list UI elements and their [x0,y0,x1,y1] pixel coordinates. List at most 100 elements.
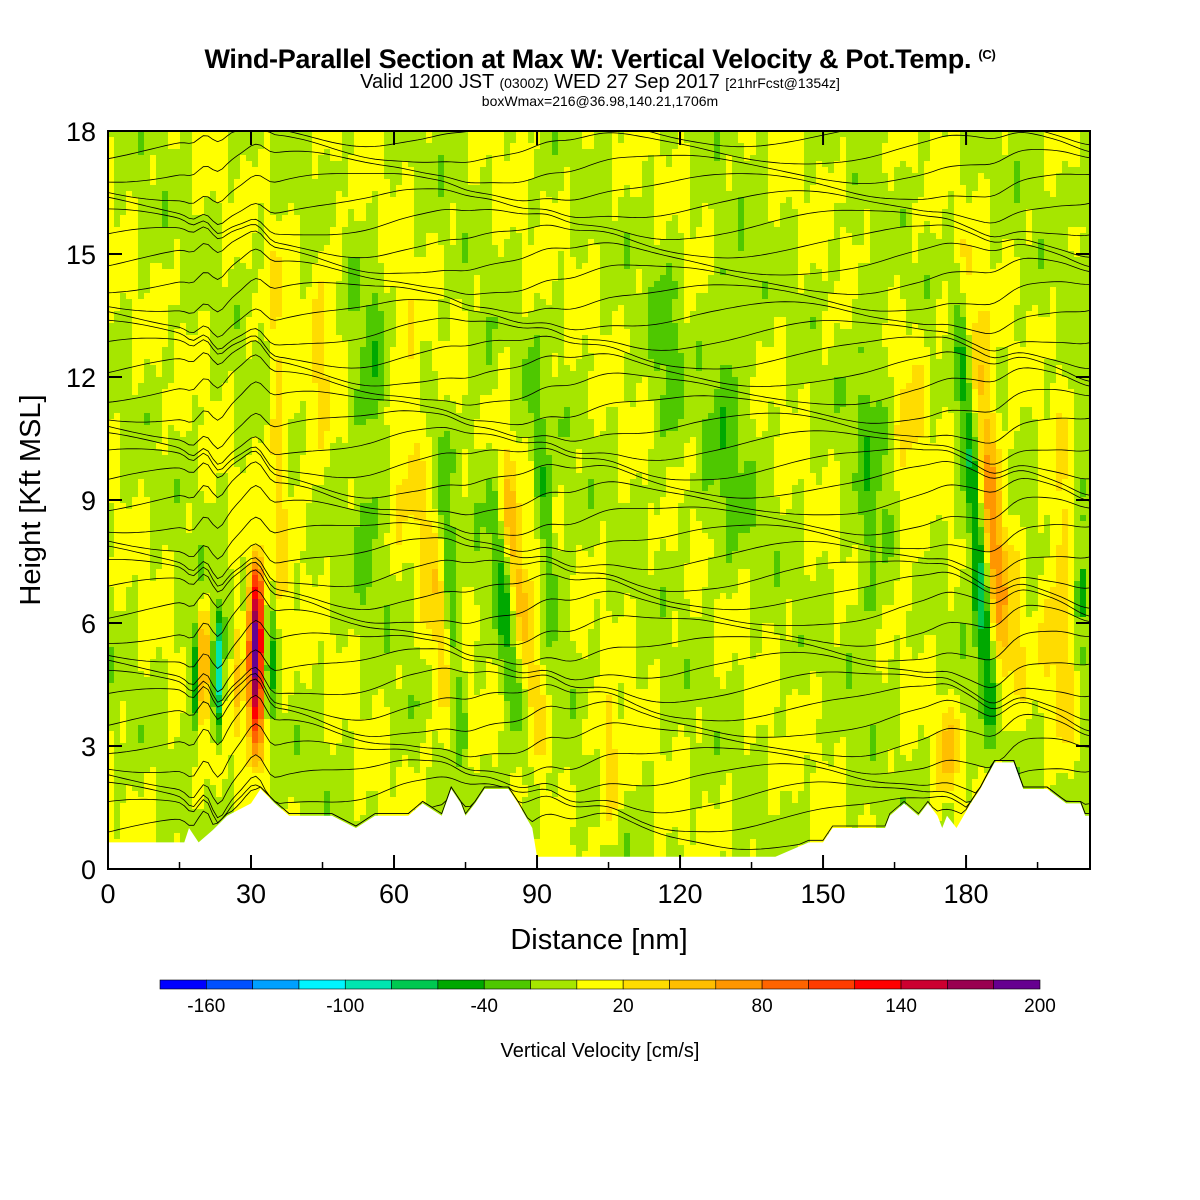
velocity-cell [336,221,348,227]
velocity-cell [1002,611,1008,617]
velocity-cell [270,347,312,353]
velocity-cell [612,149,660,155]
velocity-cell [288,521,306,527]
velocity-cell [996,623,1008,629]
velocity-cell [714,665,732,671]
velocity-cell [1020,551,1026,557]
velocity-cell [900,647,912,653]
velocity-cell [936,305,948,311]
velocity-cell [1080,575,1086,581]
velocity-cell [720,419,726,425]
velocity-cell [678,221,690,227]
velocity-cell [132,503,150,509]
velocity-cell [966,299,1020,305]
velocity-cell [534,413,540,419]
velocity-cell [198,611,210,617]
velocity-cell [432,569,438,575]
velocity-cell [246,701,252,707]
velocity-cell [768,809,780,815]
velocity-cell [612,701,618,707]
velocity-cell [888,305,906,311]
velocity-cell [228,527,276,533]
velocity-cell [936,353,942,359]
velocity-cell [318,395,330,401]
velocity-cell [438,179,444,185]
velocity-cell [744,461,756,467]
velocity-cell [1032,413,1044,419]
velocity-cell [402,527,420,533]
velocity-cell [150,767,156,773]
velocity-cell [462,617,480,623]
velocity-cell [1002,557,1008,563]
velocity-cell [960,461,966,467]
velocity-cell [942,515,954,521]
velocity-cell [198,701,210,707]
velocity-cell [996,599,1008,605]
velocity-cell [522,683,528,689]
velocity-cell [174,485,180,491]
velocity-cell [780,431,810,437]
velocity-cell [498,509,504,515]
velocity-cell [900,401,924,407]
velocity-cell [162,215,168,221]
velocity-cell [1008,623,1020,629]
velocity-cell [654,851,666,857]
velocity-cell [954,371,960,377]
velocity-cell [312,173,318,179]
velocity-cell [714,749,720,755]
velocity-cell [276,563,288,569]
velocity-cell [192,791,204,797]
velocity-cell [108,227,138,233]
velocity-cell [534,425,546,431]
velocity-cell [912,323,918,329]
velocity-cell [288,563,294,569]
velocity-cell [768,779,804,785]
velocity-cell [318,437,324,443]
velocity-cell [372,371,378,377]
velocity-cell [198,431,234,437]
velocity-cell [360,593,366,599]
velocity-cell [198,551,204,557]
velocity-cell [108,785,114,791]
velocity-cell [414,629,432,635]
velocity-cell [198,317,210,323]
velocity-cell [396,665,402,671]
velocity-cell [378,233,414,239]
velocity-cell [522,275,558,281]
velocity-cell [912,239,918,245]
velocity-cell [966,305,1014,311]
velocity-cell [1002,479,1008,485]
velocity-cell [696,713,702,719]
velocity-cell [528,569,540,575]
velocity-cell [258,653,264,659]
velocity-cell [552,521,564,527]
velocity-cell [1038,527,1044,533]
velocity-cell [414,449,420,455]
velocity-cell [420,539,438,545]
velocity-cell [468,161,486,167]
velocity-cell [288,797,294,803]
velocity-cell [654,155,666,161]
velocity-cell [1068,227,1086,233]
velocity-cell [972,617,978,623]
velocity-cell [348,281,360,287]
velocity-cell [834,593,858,599]
velocity-cell [420,551,438,557]
velocity-cell [420,569,432,575]
velocity-cell [990,455,996,461]
velocity-cell [270,383,276,389]
velocity-cell [1002,689,1014,695]
velocity-cell [960,479,966,485]
velocity-cell [222,275,228,281]
velocity-cell [996,611,1002,617]
velocity-cell [570,635,588,641]
velocity-cell [138,599,174,605]
velocity-cell [234,197,270,203]
velocity-cell [150,179,156,185]
velocity-cell [330,227,342,233]
velocity-cell [492,563,498,569]
velocity-cell [108,221,114,227]
velocity-cell [696,809,732,815]
velocity-cell [462,461,468,467]
velocity-cell [978,425,984,431]
